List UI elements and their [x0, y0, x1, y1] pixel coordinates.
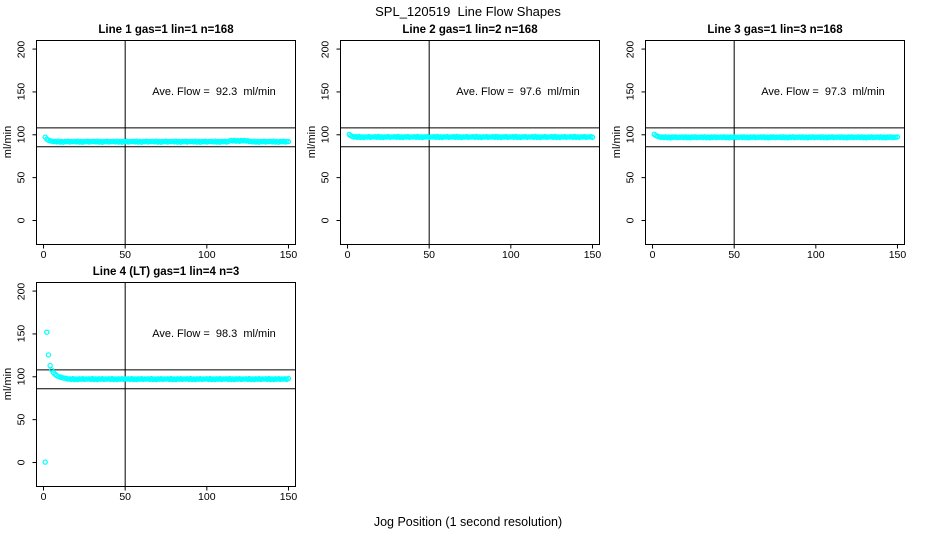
plot-area — [641, 40, 905, 249]
y-tick-label: 100 — [15, 126, 28, 144]
x-tick-label: 0 — [40, 249, 47, 261]
page-title: SPL_120519 Line Flow Shapes — [375, 4, 561, 19]
y-tick-label: 50 — [15, 413, 28, 426]
x-tick-label: 100 — [198, 491, 216, 503]
x-tick-label: 150 — [583, 249, 602, 261]
x-tick-label: 0 — [40, 491, 47, 503]
y-tick-label: 200 — [15, 40, 28, 58]
plot-border — [36, 282, 296, 487]
y-tick-label: 150 — [15, 325, 28, 343]
ave-flow-annotation: Ave. Flow = 97.6 ml/min — [456, 86, 580, 98]
x-tick-label: 100 — [807, 249, 825, 261]
y-tick-label: 0 — [15, 217, 28, 224]
subplot-line-2: Line 2 gas=1 lin=2 n=168 ml/min Ave. Flo… — [304, 24, 604, 269]
x-tick-label: 50 — [119, 249, 132, 261]
x-tick-label: 50 — [119, 491, 132, 503]
data-points — [346, 131, 596, 141]
y-tick-label: 50 — [624, 171, 637, 184]
y-tick-label: 100 — [624, 126, 637, 144]
subplot-title: Line 4 (LT) gas=1 lin=4 n=3 — [92, 266, 240, 278]
y-tick-label: 100 — [319, 126, 332, 144]
y-tick-label: 150 — [15, 83, 28, 101]
y-tick-label: 0 — [624, 217, 637, 224]
y-axis-label: ml/min — [306, 125, 318, 159]
data-points — [42, 134, 292, 145]
x-tick-label: 50 — [423, 249, 436, 261]
plot-area — [32, 282, 296, 491]
subplot-title: Line 3 gas=1 lin=3 n=168 — [707, 24, 843, 36]
ave-flow-annotation: Ave. Flow = 92.3 ml/min — [152, 86, 276, 98]
subplot-title: Line 1 gas=1 lin=1 n=168 — [98, 24, 234, 36]
x-tick-label: 150 — [888, 249, 907, 261]
subplot-line-3: Line 3 gas=1 lin=3 n=168 ml/min Ave. Flo… — [609, 24, 909, 269]
x-axis-label: Jog Position (1 second resolution) — [373, 515, 563, 529]
plot-border — [36, 40, 296, 245]
y-axis-label: ml/min — [2, 125, 14, 159]
y-tick-label: 200 — [624, 40, 637, 58]
ave-flow-annotation: Ave. Flow = 97.3 ml/min — [761, 86, 885, 98]
y-tick-label: 0 — [15, 459, 28, 466]
x-tick-label: 100 — [198, 249, 216, 261]
x-tick-label: 150 — [279, 249, 298, 261]
x-tick-label: 0 — [649, 249, 656, 261]
x-tick-label: 100 — [502, 249, 520, 261]
x-tick-label: 150 — [279, 491, 298, 503]
data-points — [651, 131, 901, 141]
ave-flow-annotation: Ave. Flow = 98.3 ml/min — [152, 328, 276, 340]
y-tick-label: 50 — [319, 171, 332, 184]
y-tick-label: 0 — [319, 217, 332, 224]
plot-area — [336, 40, 600, 249]
subplot-line-4-lt: Line 4 (LT) gas=1 lin=4 n=3 ml/min Ave. … — [0, 266, 300, 511]
plot-border — [340, 40, 600, 245]
subplot-line-1: Line 1 gas=1 lin=1 n=168 ml/min Ave. Flo… — [0, 24, 300, 269]
y-tick-label: 150 — [624, 83, 637, 101]
plot-border — [645, 40, 905, 245]
y-tick-label: 200 — [319, 40, 332, 58]
x-tick-label: 0 — [344, 249, 351, 261]
subplot-title: Line 2 gas=1 lin=2 n=168 — [402, 24, 538, 36]
y-tick-label: 150 — [319, 83, 332, 101]
plot-area — [32, 40, 296, 249]
y-tick-label: 200 — [15, 282, 28, 300]
y-tick-label: 100 — [15, 368, 28, 386]
y-axis-label: ml/min — [611, 125, 623, 159]
y-tick-label: 50 — [15, 171, 28, 184]
y-axis-label: ml/min — [2, 367, 14, 401]
data-points — [42, 329, 292, 465]
x-tick-label: 50 — [728, 249, 741, 261]
